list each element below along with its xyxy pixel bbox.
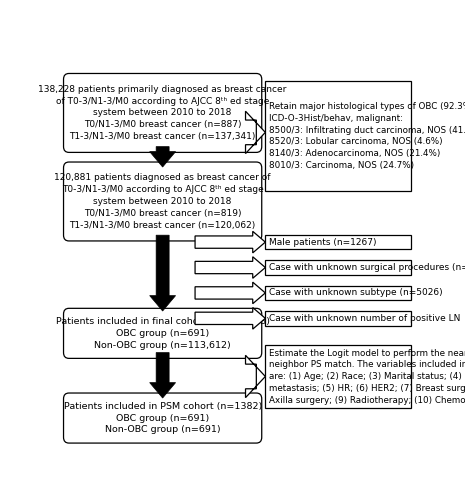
Text: 120,881 patients diagnosed as breast cancer of
T0-3/N1-3/M0 according to AJCC 8ᵗ: 120,881 patients diagnosed as breast can… xyxy=(54,174,271,230)
FancyBboxPatch shape xyxy=(64,74,262,152)
Polygon shape xyxy=(195,232,266,253)
Text: Patients included in PSM cohort (n=1382)
OBC group (n=691)
Non-OBC group (n=691): Patients included in PSM cohort (n=1382)… xyxy=(64,402,262,434)
Polygon shape xyxy=(246,111,266,154)
FancyBboxPatch shape xyxy=(64,308,262,358)
Polygon shape xyxy=(195,282,266,304)
FancyBboxPatch shape xyxy=(266,345,411,408)
Text: Retain major histological types of OBC (92.3%)
ICD-O-3Hist/behav, malignant:
850: Retain major histological types of OBC (… xyxy=(269,102,465,170)
Text: Estimate the Logit model to perform the nearest
neighbor PS match. The variables: Estimate the Logit model to perform the … xyxy=(269,348,465,405)
Text: Patients included in final cohort (n=114,303)
OBC group (n=691)
Non-OBC group (n: Patients included in final cohort (n=114… xyxy=(56,317,270,350)
Text: Case with unknown number of positive LN: Case with unknown number of positive LN xyxy=(269,314,460,323)
Polygon shape xyxy=(246,356,266,398)
FancyBboxPatch shape xyxy=(64,393,262,443)
FancyBboxPatch shape xyxy=(266,260,411,275)
Polygon shape xyxy=(195,256,266,278)
Text: Male patients (n=1267): Male patients (n=1267) xyxy=(269,238,377,246)
FancyBboxPatch shape xyxy=(266,286,411,300)
Text: Case with unknown surgical procedures (n=216): Case with unknown surgical procedures (n… xyxy=(269,263,465,272)
Polygon shape xyxy=(150,352,176,398)
Text: 138,228 patients primarily diagnosed as breast cancer
of T0-3/N1-3/M0 according : 138,228 patients primarily diagnosed as … xyxy=(39,85,287,141)
FancyBboxPatch shape xyxy=(266,81,411,191)
Polygon shape xyxy=(195,308,266,329)
FancyBboxPatch shape xyxy=(266,311,411,326)
Text: Case with unknown subtype (n=5026): Case with unknown subtype (n=5026) xyxy=(269,288,443,298)
Polygon shape xyxy=(150,235,176,311)
Polygon shape xyxy=(150,146,176,167)
FancyBboxPatch shape xyxy=(266,235,411,250)
FancyBboxPatch shape xyxy=(64,162,262,241)
